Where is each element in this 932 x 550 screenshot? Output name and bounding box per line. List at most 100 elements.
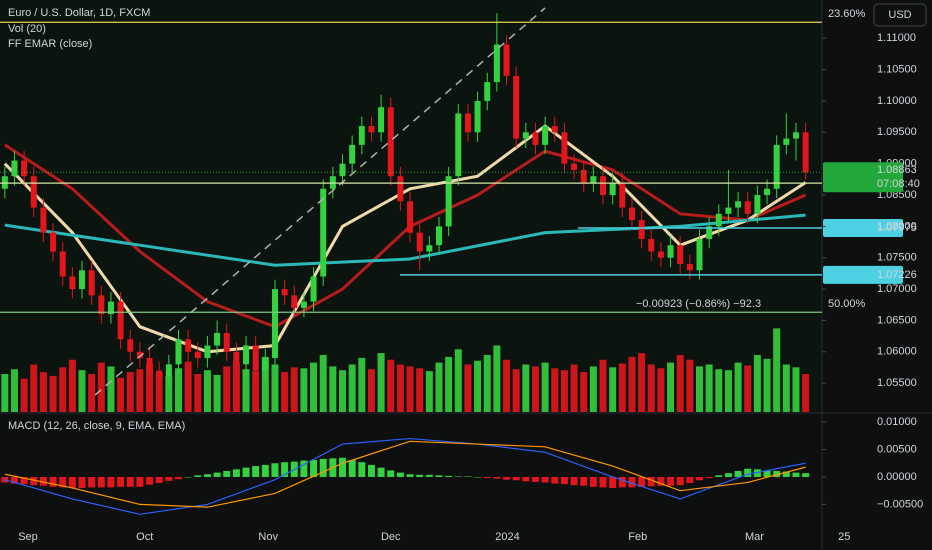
candle-body [493,44,500,83]
macd-histogram-bar [416,474,424,477]
volume-bar [59,367,67,412]
candle-body [40,207,47,233]
fib-label: 23.60% [828,8,866,20]
y-tick-label: 1.05500 [877,377,917,389]
volume-bar [724,370,732,412]
volume-bar [242,369,250,412]
candle-body [349,144,356,164]
volume-bar [474,360,482,412]
macd-plot [1,437,810,515]
candle-body [735,201,742,208]
currency-button[interactable] [873,3,927,27]
candle-body [156,370,163,377]
candle-body [281,289,288,296]
candle-body [243,345,250,365]
macd-histogram-bar [107,476,115,488]
volume-bar [252,371,260,412]
y-tick-label: 0.00000 [877,471,917,483]
macd-histogram-bar [676,476,684,486]
volume-bar [599,359,607,412]
candle-body [484,82,491,101]
macd-histogram-bar [232,469,240,477]
volume-bar [232,362,240,412]
volume-bar [184,361,192,412]
candle-body [715,213,722,227]
candle-body [194,351,201,359]
candle-body [667,245,674,258]
symbol-title: Euro / U.S. Dollar, 1D, FXCM [8,7,150,19]
macd-histogram-bar [531,476,539,482]
volume-bar [310,362,318,412]
candle-body [300,301,307,308]
macd-histogram-bar [493,476,501,479]
macd-histogram-bar [261,464,269,477]
volume-bar [763,358,771,412]
trend-line [94,7,546,396]
candle-body [368,126,375,133]
candle-body [426,245,433,252]
candle-body [628,207,635,221]
candle-body [551,126,558,133]
volume-bar [744,365,752,412]
macd-histogram-bar [522,476,530,482]
volume-bar [146,364,154,412]
x-tick-label: Mar [745,531,764,543]
candle-body [50,232,57,252]
volume-bar [541,362,549,412]
volume-bar [580,372,588,412]
macd-histogram-bar [281,462,289,477]
volume-bar [551,368,559,412]
volume-bar [339,370,347,412]
candle-body [11,160,18,177]
candle-body [561,132,568,164]
macd-histogram-bar [49,476,57,487]
y-tick-label: 1.06000 [877,346,917,358]
candle-body [98,295,105,315]
candle-body [513,75,520,139]
macd-histogram-bar [339,457,347,477]
volume-bar [705,364,713,412]
macd-histogram-bar [589,476,597,487]
volume-bar [695,366,703,412]
volume-bar [203,370,211,412]
candle-body [802,132,809,173]
y-tick-label: 1.10500 [877,64,917,76]
y-tick-label: 0.00500 [877,443,917,455]
candle-body [609,182,616,196]
volume-bar [406,366,414,412]
macd-histogram-bar [657,476,665,486]
indicator-line [4,213,806,267]
x-tick-label: Dec [381,531,401,543]
macd-histogram-bar [174,476,182,480]
candle-body [233,351,240,365]
volume-bar [753,355,761,412]
volume-bar [570,364,578,412]
candle-body [291,295,298,308]
volume-bar [396,364,404,412]
y-tick-label: 1.09500 [877,126,917,138]
macd-histogram-bar [464,476,472,477]
macd-histogram-bar [223,470,231,477]
candle-body [117,301,124,340]
price-tag-label: 1.07226 [877,269,917,281]
volume-bar [792,367,800,412]
last-price-label: 1.08863 [877,164,917,176]
candle-body [638,220,645,239]
macd-histogram-bar [136,476,144,487]
macd-histogram-bar [310,459,318,477]
x-tick-label: Feb [628,531,647,543]
macd-histogram-bar [782,471,790,477]
macd-histogram-bar [609,476,617,488]
macd-histogram-bar [734,470,742,477]
macd-histogram-bar [512,476,520,481]
candle-body [204,345,211,359]
macd-histogram-bar [377,467,385,477]
volume-bar [464,364,472,412]
volume-bar [97,362,105,412]
candle-body [725,207,732,214]
volume-bar [367,369,375,412]
x-tick-label: Oct [136,531,153,543]
volume-bar [531,366,539,412]
y-tick-label: 1.07000 [877,283,917,295]
